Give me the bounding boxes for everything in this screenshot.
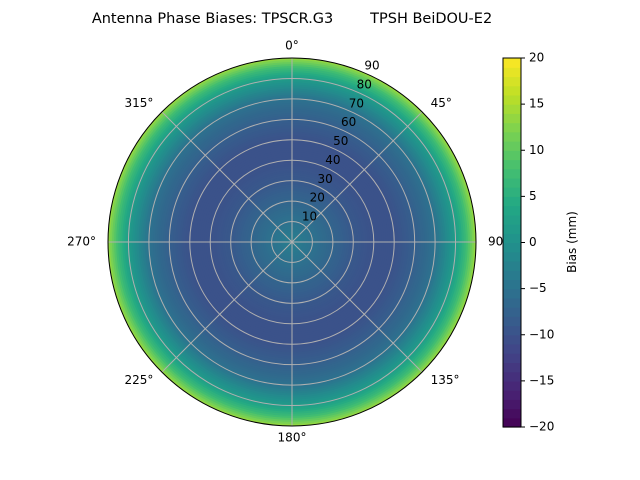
colorbar-segment: [503, 408, 521, 419]
colorbar-segment: [503, 242, 521, 253]
colorbar-segment: [503, 325, 521, 336]
colorbar-tick-label: 10: [529, 143, 544, 157]
colorbar-segment: [503, 196, 521, 207]
colorbar-tick-label: 5: [529, 189, 537, 203]
polar-grid: [108, 58, 476, 426]
colorbar-segment: [503, 417, 521, 428]
colorbar-segment: [503, 104, 521, 114]
colorbar-segment: [503, 307, 521, 317]
radial-tick-label: 20: [310, 191, 325, 205]
radial-tick-label: 90: [364, 59, 379, 73]
colorbar-segment: [503, 177, 521, 188]
colorbar-segment: [503, 159, 521, 170]
colorbar-tick-label: 20: [529, 51, 544, 65]
angle-tick-label: 0°: [285, 39, 299, 53]
colorbar-segment: [503, 233, 521, 244]
colorbar: −20 −15 −10 −5 0 5 10 15 20: [502, 51, 554, 434]
colorbar-segment: [503, 141, 521, 151]
radial-tick-label: 80: [357, 77, 372, 91]
colorbar-label: Bias (mm): [565, 211, 579, 273]
colorbar-tick-label: −20: [529, 420, 554, 434]
colorbar-segment: [503, 168, 521, 179]
angle-tick-label: 270°: [67, 235, 96, 249]
colorbar-segment: [503, 251, 521, 262]
colorbar-segment: [503, 380, 521, 391]
angle-tick-label: 225°: [125, 373, 154, 387]
colorbar-segment: [503, 362, 521, 373]
colorbar-segment: [503, 187, 521, 197]
angle-tick-label: 315°: [125, 96, 154, 110]
colorbar-segment: [503, 390, 521, 400]
colorbar-segment: [503, 113, 521, 124]
angular-grid-line: [291, 241, 423, 373]
colorbar-segment: [503, 76, 521, 87]
colorbar-segment: [503, 279, 521, 290]
colorbar-segment: [503, 58, 521, 68]
colorbar-segment: [503, 260, 521, 271]
angle-tick-label: 180°: [278, 431, 307, 445]
colorbar-segment: [503, 297, 521, 308]
colorbar-segment: [503, 399, 521, 410]
colorbar-segment: [503, 205, 521, 216]
radial-tick-label: 10: [302, 210, 317, 224]
chart-title: Antenna Phase Biases: TPSCR.G3 TPSH BeiD…: [92, 11, 492, 27]
colorbar-segment: [503, 316, 521, 327]
colorbar-segment: [503, 85, 521, 96]
colorbar-segment: [503, 334, 521, 345]
colorbar-segment: [503, 150, 521, 161]
colorbar-segment: [503, 270, 521, 280]
colorbar-tick-label: 15: [529, 97, 544, 111]
colorbar-segment: [503, 224, 521, 234]
colorbar-segment: [503, 371, 521, 382]
colorbar-tick-label: −5: [529, 281, 547, 295]
radial-tick-label: 50: [333, 134, 348, 148]
colorbar-segment: [503, 214, 521, 225]
colorbar-tick-label: −15: [529, 373, 554, 387]
radial-tick-label: 30: [317, 172, 332, 186]
colorbar-tick-label: 0: [529, 235, 537, 249]
angle-tick-label: 135°: [431, 373, 460, 387]
colorbar-segment: [503, 131, 521, 142]
colorbar-segment: [503, 94, 521, 105]
angular-grid-line: [291, 111, 423, 243]
radial-tick-label: 40: [325, 153, 340, 167]
angular-grid-line: [161, 111, 293, 243]
colorbar-tick-label: −10: [529, 327, 554, 341]
radial-tick-label: 60: [341, 115, 356, 129]
colorbar-segment: [503, 67, 521, 78]
colorbar-segment: [503, 343, 521, 354]
colorbar-segment: [503, 122, 521, 133]
colorbar-segment: [503, 288, 521, 299]
radial-tick-label: 70: [349, 96, 364, 110]
angle-tick-label: 45°: [431, 96, 452, 110]
polar-frame: [107, 57, 477, 427]
angular-grid-line: [161, 241, 293, 373]
colorbar-segment: [503, 353, 521, 364]
radial-tick-labels: 10 20 30 40 50 60 70 80 90: [302, 59, 380, 224]
